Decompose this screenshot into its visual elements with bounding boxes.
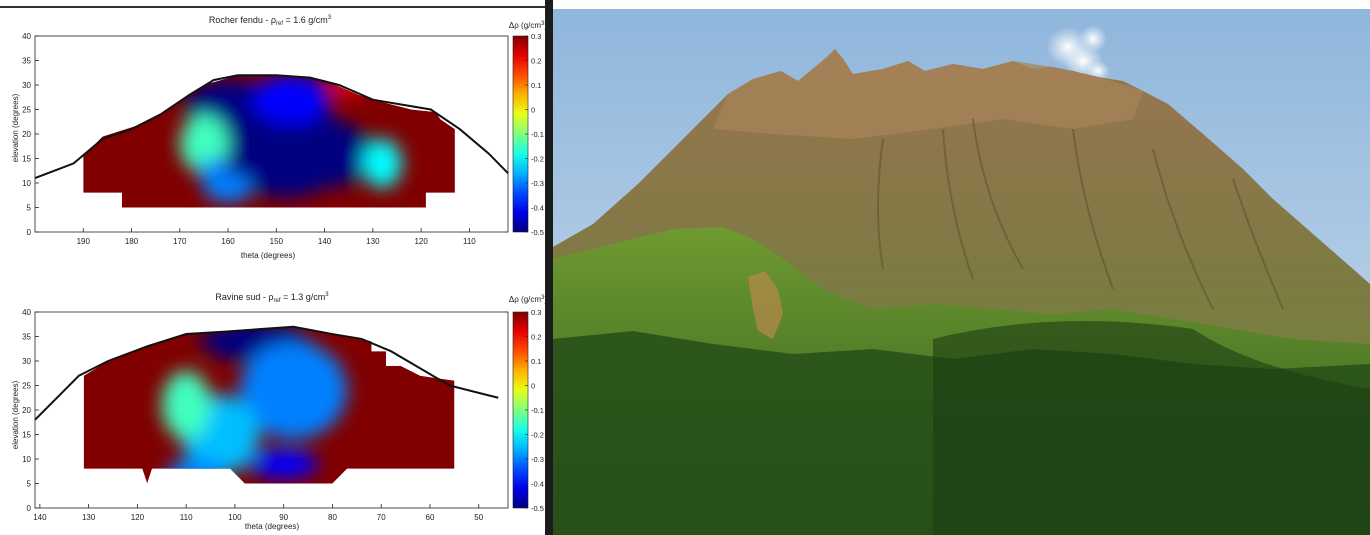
topography-profile-line xyxy=(34,325,499,421)
x-tick-label: 110 xyxy=(180,513,193,522)
y-tick-label: 35 xyxy=(22,333,31,342)
y-axis-label: elevation (degrees) xyxy=(11,380,20,449)
colorbar-tick-label: -0.2 xyxy=(531,431,544,440)
y-tick-label: 10 xyxy=(22,179,31,188)
density-anomaly xyxy=(363,138,402,188)
x-tick-label: 170 xyxy=(173,237,187,246)
density-anomaly xyxy=(249,449,318,479)
x-tick-label: 130 xyxy=(366,237,380,246)
colorbar-tick-label: 0.1 xyxy=(531,357,541,366)
chart-title: Ravine sud - ρref = 1.3 g/cm3 xyxy=(215,292,329,304)
x-tick-label: 80 xyxy=(328,513,337,522)
y-tick-label: 40 xyxy=(22,32,31,41)
colorbar-tick-label: 0.2 xyxy=(531,333,541,342)
y-tick-label: 10 xyxy=(22,455,31,464)
x-tick-label: 100 xyxy=(228,513,242,522)
density-heatmap xyxy=(83,326,455,484)
colorbar-tick-label: 0.3 xyxy=(531,308,541,317)
density-anomaly xyxy=(199,158,229,188)
x-axis-label: theta (degrees) xyxy=(245,522,300,531)
x-tick-label: 70 xyxy=(377,513,386,522)
density-anomaly xyxy=(179,114,229,174)
y-tick-label: 30 xyxy=(22,81,31,90)
colorbar-tick-label: -0.2 xyxy=(531,155,544,164)
colorbar-tick-label: -0.1 xyxy=(531,130,544,139)
y-tick-label: 15 xyxy=(22,155,31,164)
density-heatmap xyxy=(83,75,455,208)
density-anomaly xyxy=(239,341,348,440)
colorbar-tick-label: 0 xyxy=(531,106,535,115)
volcano-illustration xyxy=(553,9,1370,535)
landslide-scar xyxy=(748,271,783,339)
summit-rock xyxy=(713,49,1143,139)
density-anomaly xyxy=(161,370,211,440)
colorbar-tick-label: -0.4 xyxy=(531,204,544,213)
x-axis-label: theta (degrees) xyxy=(241,251,296,260)
y-tick-label: 40 xyxy=(22,308,31,317)
density-anomaly xyxy=(276,119,373,188)
y-tick-label: 5 xyxy=(27,480,32,489)
x-tick-label: 190 xyxy=(77,237,91,246)
gullies xyxy=(877,118,1284,310)
y-tick-label: 5 xyxy=(27,204,32,213)
colorbar-tick-label: 0.2 xyxy=(531,57,541,66)
colorbar-tick-label: -0.5 xyxy=(531,228,544,237)
top-border xyxy=(0,6,545,8)
x-tick-label: 60 xyxy=(426,513,435,522)
y-tick-label: 35 xyxy=(22,57,31,66)
y-tick-label: 25 xyxy=(22,382,31,391)
colorbar-tick-label: -0.4 xyxy=(531,480,544,489)
colorbar-tick-label: -0.3 xyxy=(531,179,544,188)
topography-profile-line xyxy=(34,74,509,180)
tomography-panels: Rocher fendu - ρref = 1.6 g/cm3 elevatio… xyxy=(0,0,545,535)
colorbar-label: Δρ (g/cm3) xyxy=(509,295,545,304)
y-tick-label: 0 xyxy=(27,228,32,237)
colorbar-tick-label: 0.1 xyxy=(531,81,541,90)
colorbar-tick-label: 0.3 xyxy=(531,32,541,41)
colorbar-tick-label: 0 xyxy=(531,382,535,391)
y-axis-label: elevation (degrees) xyxy=(11,93,20,162)
chart-ravine-sud: Ravine sud - ρref = 1.3 g/cm3 elevation … xyxy=(11,292,545,531)
x-tick-label: 50 xyxy=(474,513,483,522)
x-tick-label: 90 xyxy=(279,513,288,522)
chart-rocher-fendu: Rocher fendu - ρref = 1.6 g/cm3 elevatio… xyxy=(11,15,545,260)
colorbar-tick-label: -0.3 xyxy=(531,455,544,464)
x-tick-label: 180 xyxy=(125,237,139,246)
panel-divider xyxy=(545,0,553,535)
density-anomaly xyxy=(252,75,330,125)
volcano-photo xyxy=(553,9,1370,535)
x-tick-label: 150 xyxy=(270,237,284,246)
y-tick-label: 15 xyxy=(22,431,31,440)
shadow-valley xyxy=(933,321,1370,535)
y-tick-label: 30 xyxy=(22,357,31,366)
colorbar-label: Δρ (g/cm3) xyxy=(509,21,545,30)
x-tick-label: 120 xyxy=(131,513,145,522)
y-tick-label: 20 xyxy=(22,130,31,139)
x-tick-label: 160 xyxy=(221,237,235,246)
x-tick-label: 140 xyxy=(318,237,332,246)
colorbar-tick-label: -0.5 xyxy=(531,504,544,513)
y-tick-label: 25 xyxy=(22,106,31,115)
y-tick-label: 20 xyxy=(22,406,31,415)
x-tick-label: 120 xyxy=(414,237,428,246)
chart-title: Rocher fendu - ρref = 1.6 g/cm3 xyxy=(209,15,332,27)
x-tick-label: 110 xyxy=(463,237,476,246)
x-tick-label: 140 xyxy=(33,513,47,522)
colorbar-tick-label: -0.1 xyxy=(531,406,544,415)
y-tick-label: 0 xyxy=(27,504,32,513)
x-tick-label: 130 xyxy=(82,513,96,522)
